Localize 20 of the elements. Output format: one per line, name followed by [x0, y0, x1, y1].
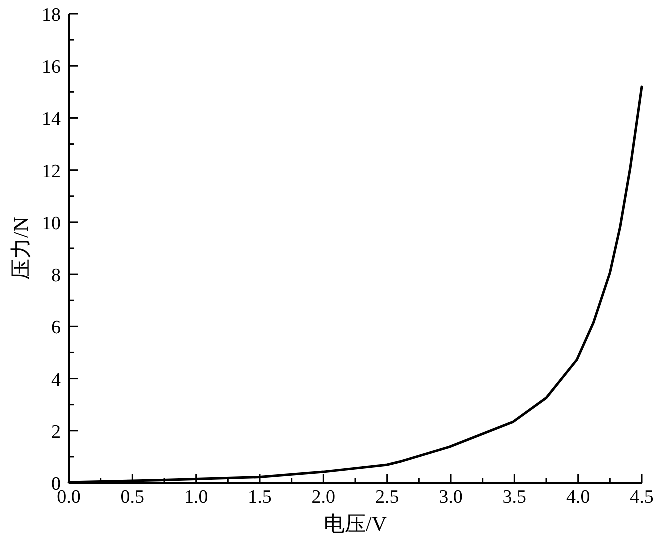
x-tick-label: 3.5	[502, 487, 527, 508]
x-tick-label: 3.0	[439, 487, 463, 508]
y-tick-label: 14	[42, 109, 62, 130]
y-tick-label: 6	[52, 318, 61, 339]
x-tick-label: 0.5	[120, 487, 145, 508]
x-tick-label: 2.5	[375, 487, 400, 508]
y-tick-label: 4	[52, 370, 62, 391]
x-axis-title: 电压/V	[324, 512, 387, 536]
y-tick-label: 8	[52, 266, 61, 287]
y-tick-label: 16	[42, 57, 61, 78]
x-tick-label: 1.0	[184, 487, 208, 508]
y-tick-label: 2	[52, 422, 61, 443]
y-tick-label: 10	[42, 213, 61, 234]
y-axis-title: 压力/N	[9, 217, 33, 280]
x-tick-label: 4.5	[630, 487, 654, 508]
x-tick-label: 4.0	[566, 487, 590, 508]
y-tick-label: 18	[42, 5, 61, 26]
x-tick-label: 2.0	[312, 487, 336, 508]
y-tick-label: 12	[42, 161, 61, 182]
x-tick-label: 1.5	[248, 487, 272, 508]
